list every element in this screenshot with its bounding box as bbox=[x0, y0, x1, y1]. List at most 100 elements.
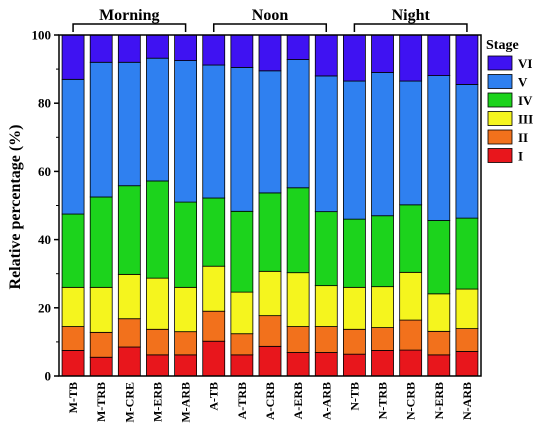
bar-n-crb-stage-iv bbox=[399, 204, 423, 273]
bar-m-trb-stage-iv bbox=[89, 196, 113, 288]
bar-a-erb-stage-i bbox=[286, 352, 310, 377]
bar-a-erb-stage-ii bbox=[286, 326, 310, 353]
bar-n-arb-stage-vi bbox=[455, 34, 479, 85]
legend-swatch-ii bbox=[487, 129, 513, 145]
x-tick-label-m-arb: M-ARB bbox=[179, 382, 193, 423]
group-label-noon: Noon bbox=[252, 7, 289, 24]
bar-m-trb-stage-ii bbox=[89, 331, 113, 358]
bar-n-erb-stage-v bbox=[427, 75, 451, 221]
bar-n-arb-stage-ii bbox=[455, 328, 479, 352]
bar-m-trb-stage-vi bbox=[89, 34, 113, 63]
bar-n-trb-stage-iv bbox=[371, 215, 394, 288]
bar-n-erb-stage-iii bbox=[427, 293, 451, 332]
bar-a-crb-stage-i bbox=[258, 345, 282, 377]
bar-m-cre-stage-vi bbox=[117, 34, 141, 63]
bar-m-erb-stage-iii bbox=[146, 277, 169, 330]
bar-m-cre-stage-iii bbox=[117, 273, 141, 320]
bar-m-cre-stage-i bbox=[117, 346, 141, 377]
bar-a-trb-stage-vi bbox=[230, 34, 254, 68]
bar-m-tb-stage-i bbox=[61, 350, 85, 377]
bar-m-tb-stage-iv bbox=[61, 213, 85, 288]
bar-m-cre-stage-v bbox=[117, 61, 141, 187]
bar-a-crb-stage-v bbox=[258, 70, 282, 194]
y-tick-label-40: 40 bbox=[38, 232, 51, 247]
bar-a-erb-stage-iv bbox=[286, 187, 310, 274]
bar-a-tb-stage-v bbox=[202, 64, 226, 199]
bar-a-arb-stage-vi bbox=[314, 34, 338, 77]
bar-a-crb-stage-iii bbox=[258, 270, 282, 317]
bar-n-crb-stage-ii bbox=[399, 319, 423, 351]
bar-a-arb-stage-iv bbox=[314, 211, 338, 287]
bar-a-tb-stage-ii bbox=[202, 310, 226, 342]
bar-m-arb-stage-iii bbox=[174, 286, 198, 333]
legend-title: Stage bbox=[486, 38, 519, 53]
axes: 0 20 40 60 80 100 M-TB M-TRB M-CRE M-ERB M-ARB A-TB… bbox=[32, 28, 482, 423]
bar-m-erb-stage-vi bbox=[146, 34, 169, 59]
x-tick-label-n-trb: N-TRB bbox=[376, 382, 390, 419]
legend-swatch-i bbox=[487, 148, 513, 163]
legend-label-iv: IV bbox=[518, 93, 533, 108]
legend-label-iii: III bbox=[518, 112, 533, 127]
bar-a-trb-stage-iv bbox=[230, 210, 254, 293]
bar-m-trb-stage-v bbox=[89, 61, 113, 198]
bar-a-arb-stage-i bbox=[314, 352, 338, 377]
bar-area bbox=[61, 34, 479, 377]
legend-label-v: V bbox=[518, 75, 528, 90]
y-tick-label-0: 0 bbox=[45, 369, 52, 384]
bar-n-erb-stage-i bbox=[427, 354, 451, 377]
bar-n-arb-stage-i bbox=[455, 351, 479, 377]
x-tick-label-a-erb: A-ERB bbox=[291, 382, 305, 419]
bar-n-arb-stage-iv bbox=[455, 217, 479, 290]
legend-label-i: I bbox=[518, 149, 523, 164]
bar-m-erb-stage-iv bbox=[146, 180, 169, 279]
bar-m-tb-stage-v bbox=[61, 78, 85, 215]
bar-n-crb-stage-v bbox=[399, 80, 423, 206]
bar-n-erb-stage-ii bbox=[427, 330, 451, 356]
bar-m-arb-stage-ii bbox=[174, 331, 198, 356]
group-bracket-morning bbox=[72, 23, 187, 32]
bar-a-crb-stage-ii bbox=[258, 315, 282, 347]
bar-m-erb-stage-i bbox=[146, 354, 169, 377]
y-tick-label-80: 80 bbox=[38, 96, 51, 111]
bar-n-tb-stage-iii bbox=[342, 286, 366, 330]
bar-m-erb-stage-v bbox=[146, 57, 169, 182]
x-tick-label-a-tb: A-TB bbox=[207, 382, 221, 411]
bar-m-arb-stage-iv bbox=[174, 201, 198, 288]
bar-m-cre-stage-ii bbox=[117, 318, 141, 348]
legend-swatch-v bbox=[487, 74, 513, 89]
bar-m-arb-stage-vi bbox=[174, 34, 198, 61]
bar-a-trb-stage-ii bbox=[230, 333, 254, 356]
bar-n-arb-stage-iii bbox=[455, 288, 479, 330]
bar-n-tb-stage-i bbox=[342, 353, 366, 377]
bar-a-crb-stage-iv bbox=[258, 192, 282, 272]
bar-a-erb-stage-v bbox=[286, 59, 310, 189]
legend-swatch-vi bbox=[487, 55, 513, 71]
bar-a-trb-stage-v bbox=[230, 66, 254, 212]
group-bracket-night bbox=[353, 23, 468, 32]
bar-a-trb-stage-i bbox=[230, 354, 254, 377]
bar-n-arb-stage-v bbox=[455, 84, 479, 219]
bar-a-tb-stage-vi bbox=[202, 34, 226, 66]
group-labels: Morning Noon Night bbox=[72, 7, 468, 32]
group-bracket-noon bbox=[212, 23, 328, 32]
legend-swatch-iv bbox=[487, 92, 513, 108]
x-tick-label-m-cre: M-CRE bbox=[122, 382, 136, 423]
bar-n-trb-stage-v bbox=[371, 72, 394, 217]
bar-m-arb-stage-i bbox=[174, 354, 198, 377]
y-axis-title: Relative percentage (%) bbox=[7, 125, 24, 290]
bar-a-erb-stage-iii bbox=[286, 272, 310, 327]
bar-a-tb-stage-iii bbox=[202, 265, 226, 312]
bar-n-tb-stage-iv bbox=[342, 218, 366, 288]
bar-n-crb-stage-iii bbox=[399, 271, 423, 321]
x-tick-label-a-crb: A-CRB bbox=[263, 382, 277, 420]
x-tick-label-n-crb: N-CRB bbox=[404, 382, 418, 420]
bar-n-erb-stage-iv bbox=[427, 220, 451, 295]
group-label-morning: Morning bbox=[99, 7, 159, 24]
bar-a-crb-stage-vi bbox=[258, 34, 282, 72]
bar-n-tb-stage-v bbox=[342, 80, 366, 220]
bar-n-crb-stage-i bbox=[399, 349, 423, 377]
bar-a-arb-stage-iii bbox=[314, 285, 338, 327]
bar-n-trb-stage-iii bbox=[371, 286, 394, 328]
